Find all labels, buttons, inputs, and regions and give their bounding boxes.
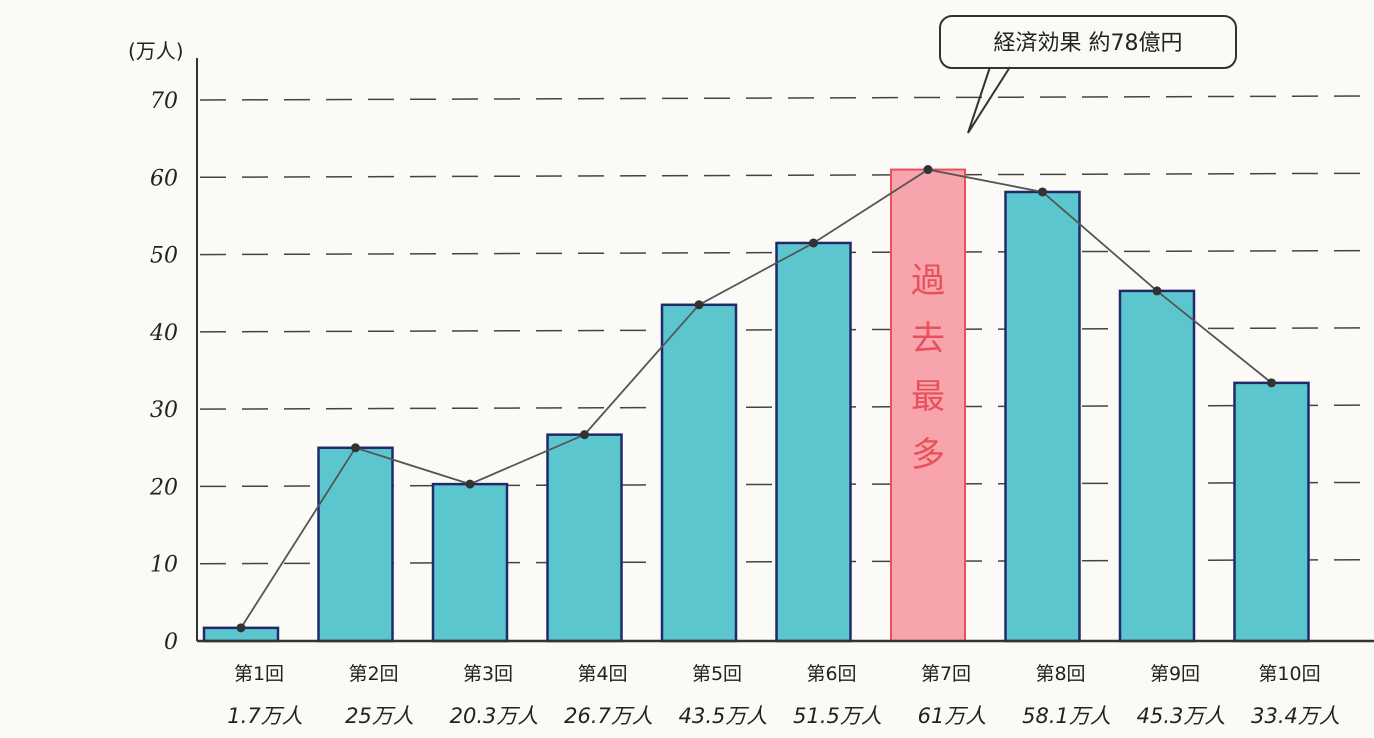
x-value-label: 45.3万人 (1137, 704, 1226, 728)
x-category-label: 第7回 (921, 663, 971, 685)
y-axis-unit-label: (万人) (128, 39, 184, 63)
x-value-label: 25万人 (345, 704, 414, 728)
callout-pointer (967, 66, 1011, 134)
x-value-label: 58.1万人 (1022, 704, 1111, 728)
x-category-label: 第1回 (234, 663, 284, 685)
bar (317, 446, 394, 643)
x-value-label: 1.7万人 (227, 704, 302, 728)
highlight-text-char: 多 (911, 435, 945, 475)
trend-line (236, 165, 1276, 633)
bar (1004, 190, 1081, 643)
x-axis-labels: 第1回 1.7万人 第2回 25万人 第3回 20.3万人 第4回 26.7万人 第5回 43.5… (227, 663, 1340, 728)
trend-point (1267, 378, 1276, 388)
trend-point (1038, 187, 1047, 197)
trend-point (1152, 286, 1162, 296)
callout-text: 経済効果 約78億円 (994, 31, 1183, 56)
x-category-label: 第3回 (463, 663, 513, 685)
grid-line (199, 249, 1371, 256)
trend-point (236, 623, 246, 633)
y-axis-ticks: 0 10 20 30 40 50 60 70 (149, 89, 178, 655)
callout: 経済効果 約78億円 (939, 15, 1237, 134)
x-value-label: 33.4万人 (1251, 704, 1340, 728)
highlight-text-char: 過 (911, 261, 945, 301)
y-tick-label: 30 (150, 398, 178, 423)
trend-point (580, 430, 589, 440)
y-tick-label: 60 (150, 166, 178, 191)
x-category-label: 第10回 (1258, 663, 1320, 685)
x-category-label: 第8回 (1035, 663, 1085, 685)
y-tick-label: 20 (149, 475, 178, 500)
bar (660, 303, 738, 643)
x-category-label: 第5回 (692, 663, 742, 685)
y-tick-label: 10 (150, 553, 178, 578)
bar (775, 241, 852, 643)
x-value-label: 61万人 (918, 704, 987, 728)
trend-point (923, 165, 933, 175)
trend-point (694, 300, 704, 310)
y-tick-label: 0 (164, 630, 178, 655)
highlight-text-char: 去 (911, 319, 945, 359)
x-category-label: 第9回 (1150, 663, 1200, 685)
bar (546, 433, 623, 643)
y-tick-label: 50 (150, 244, 178, 269)
trend-polyline (240, 168, 1273, 629)
highlight-text-char: 最 (911, 377, 945, 417)
trend-point (351, 443, 360, 453)
x-value-label: 43.5万人 (679, 704, 768, 728)
y-tick-label: 70 (150, 89, 178, 114)
x-category-label: 第4回 (577, 663, 627, 685)
x-value-label: 26.7万人 (564, 704, 653, 728)
bar (1233, 381, 1310, 643)
x-value-label: 20.3万人 (450, 704, 539, 728)
bar (1118, 289, 1196, 643)
y-tick-label: 40 (149, 321, 178, 346)
bar (431, 482, 509, 643)
x-category-label: 第2回 (348, 663, 398, 685)
callout-box (939, 15, 1237, 69)
x-value-label: 51.5万人 (793, 704, 882, 728)
grid-line (199, 95, 1371, 101)
grid-line (199, 172, 1371, 179)
trend-point (465, 479, 475, 489)
x-category-label: 第6回 (806, 663, 856, 685)
trend-point (809, 238, 818, 248)
